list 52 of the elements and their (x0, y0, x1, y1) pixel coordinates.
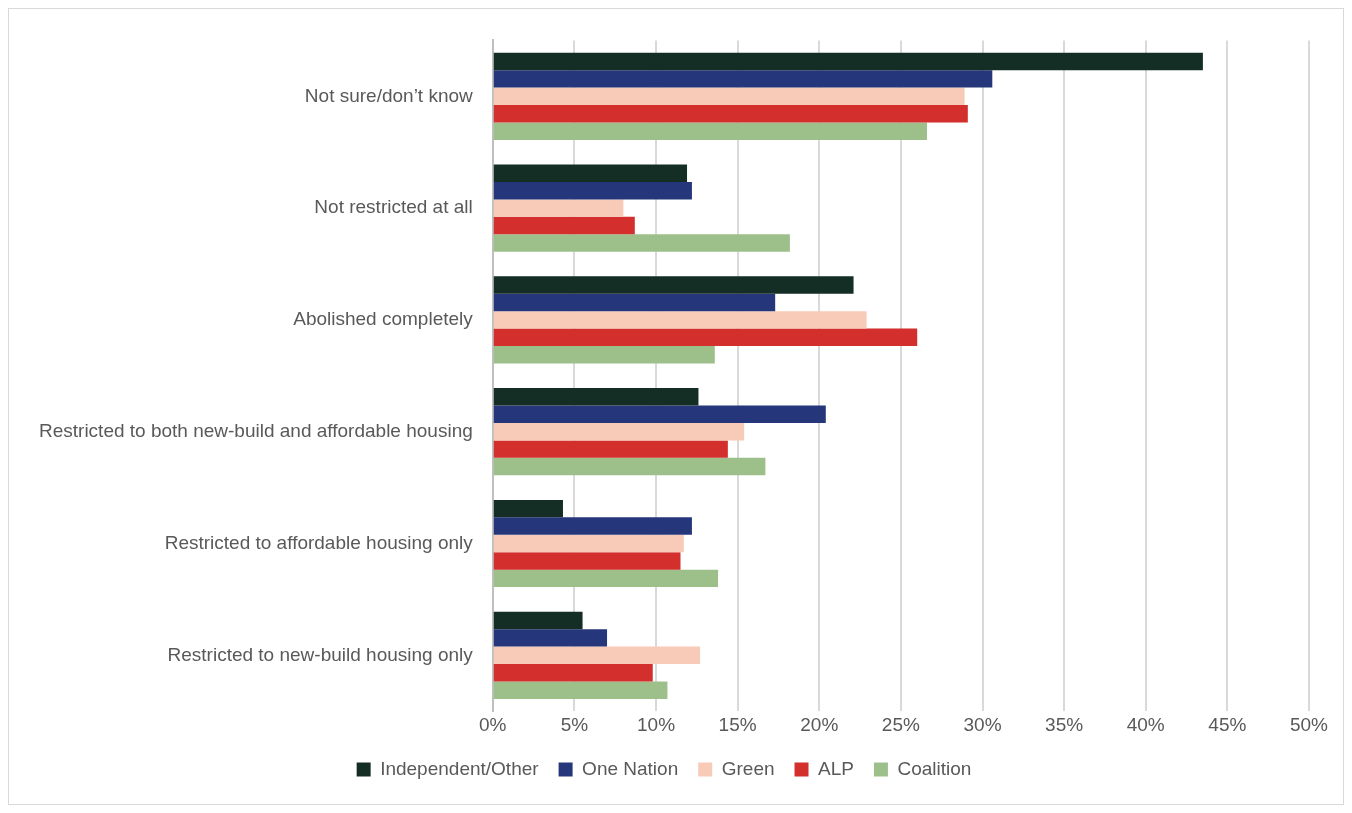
bar (493, 70, 993, 88)
bar (493, 87, 965, 106)
bar (493, 499, 563, 518)
bar (493, 276, 854, 294)
bar (493, 328, 918, 347)
bar (493, 422, 745, 441)
bar (493, 405, 826, 423)
bar (493, 105, 968, 123)
bar (493, 517, 692, 535)
bar (493, 122, 928, 140)
bar (493, 611, 583, 630)
x-tick-label: 30% (963, 713, 1002, 735)
bar (493, 216, 635, 235)
y-tick-label: Not restricted at all (314, 196, 473, 218)
legend-label: One Nation (582, 757, 679, 779)
bar (493, 646, 701, 665)
bar (493, 52, 1203, 71)
bar (493, 181, 692, 200)
x-tick-label: 5% (560, 713, 589, 735)
bar (493, 346, 715, 364)
bar (493, 552, 681, 570)
y-tick-label: Restricted to affordable housing only (164, 531, 474, 553)
bar (493, 569, 719, 588)
bar (493, 293, 776, 312)
x-tick-label: 45% (1208, 713, 1247, 735)
y-tick-label: Restricted to both new-build and affordable housing (38, 419, 473, 441)
bar (493, 534, 684, 553)
y-tick-label: Abolished completely (293, 308, 474, 330)
x-tick-label: 10% (637, 713, 676, 735)
bar (493, 234, 790, 252)
y-tick-label: Not sure/don’t know (304, 84, 474, 106)
y-tick-label: Restricted to new-build housing only (167, 643, 474, 665)
bar (493, 440, 728, 458)
x-tick-label: 0% (479, 713, 507, 735)
x-tick-label: 20% (800, 713, 839, 735)
bar (493, 629, 608, 647)
legend-label: Coalition (897, 757, 972, 779)
bar (493, 681, 668, 699)
bar (493, 164, 688, 182)
bar (493, 664, 653, 682)
x-tick-label: 15% (718, 713, 757, 735)
legend-label: ALP (818, 757, 854, 779)
bar (493, 388, 699, 406)
bar (493, 199, 624, 217)
x-tick-label: 40% (1126, 713, 1165, 735)
bar (493, 311, 867, 329)
x-tick-label: 50% (1289, 713, 1329, 735)
legend-label: Independent/Other (380, 757, 540, 779)
x-tick-label: 25% (881, 713, 920, 735)
legend-label: Green (721, 757, 775, 779)
bar (493, 457, 766, 476)
x-tick-label: 35% (1045, 713, 1084, 735)
